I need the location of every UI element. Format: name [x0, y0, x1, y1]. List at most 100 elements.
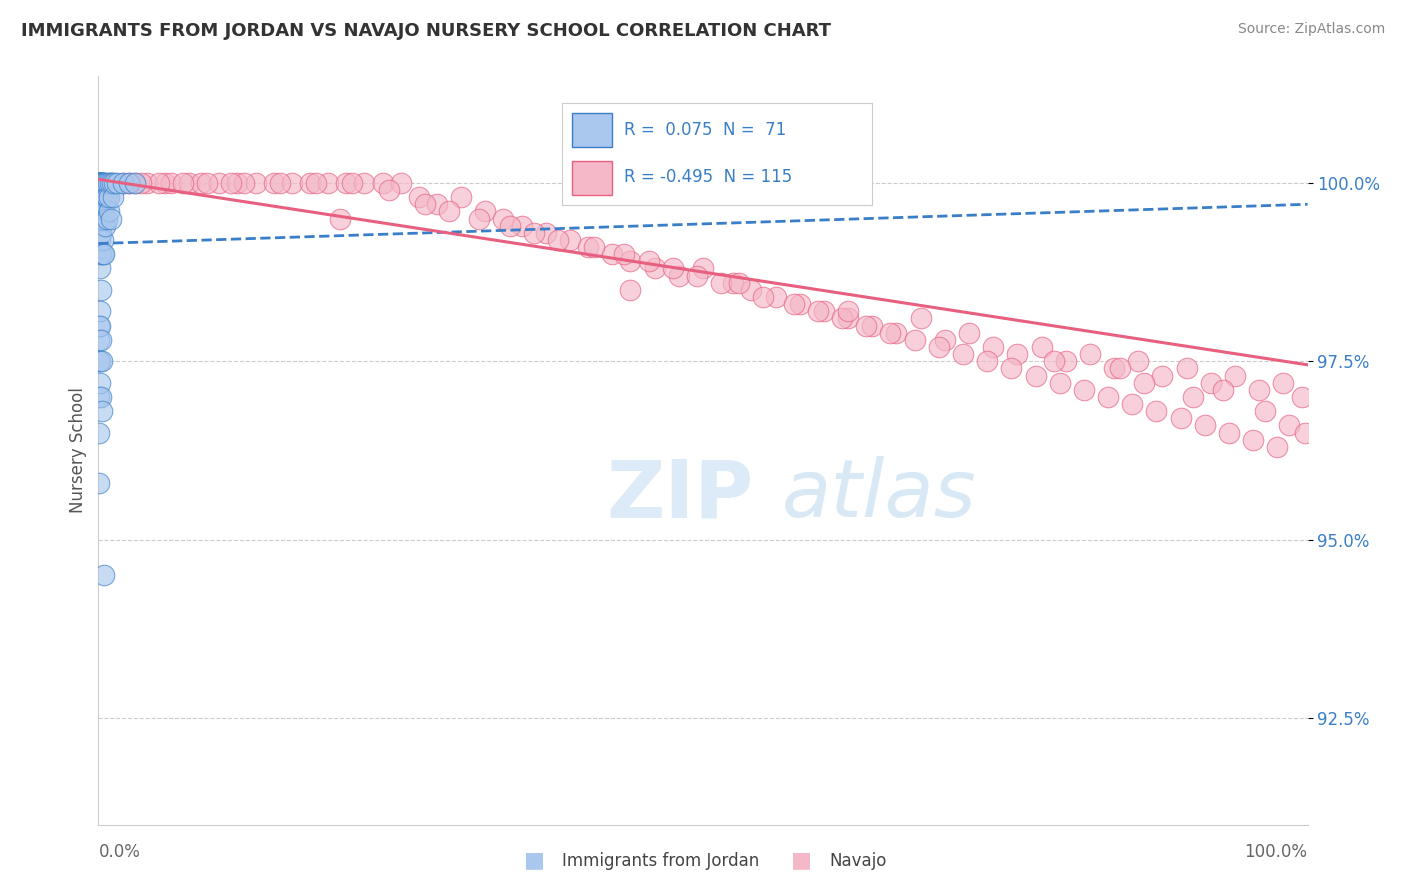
- Point: [232, 176, 254, 190]
- Point: [837, 304, 859, 318]
- Point: [789, 297, 811, 311]
- Point: [1223, 368, 1246, 383]
- Point: [118, 176, 141, 190]
- Point: [1073, 383, 1095, 397]
- Point: [371, 176, 394, 190]
- FancyBboxPatch shape: [572, 161, 612, 194]
- Point: [740, 283, 762, 297]
- Point: [172, 176, 194, 190]
- Point: [474, 204, 496, 219]
- Point: [377, 183, 399, 197]
- Point: [96, 211, 118, 226]
- Point: [576, 240, 599, 254]
- Point: [103, 176, 125, 190]
- Point: [1218, 425, 1240, 440]
- Point: [710, 276, 733, 290]
- Point: [101, 190, 124, 204]
- Point: [94, 219, 117, 233]
- Point: [89, 318, 111, 333]
- Point: [1170, 411, 1192, 425]
- Point: [644, 261, 666, 276]
- Point: [90, 247, 112, 261]
- Point: [523, 226, 546, 240]
- Point: [1272, 376, 1295, 390]
- Point: [910, 311, 932, 326]
- Point: [886, 326, 908, 340]
- Point: [87, 190, 110, 204]
- Point: [613, 247, 636, 261]
- Point: [93, 190, 115, 204]
- Point: [1267, 440, 1289, 454]
- Point: [879, 326, 901, 340]
- Point: [686, 268, 709, 283]
- Point: [87, 475, 110, 490]
- Point: [93, 247, 115, 261]
- Point: [124, 176, 146, 190]
- Point: [752, 290, 775, 304]
- Point: [89, 354, 111, 368]
- Point: [226, 176, 249, 190]
- Point: [100, 211, 122, 226]
- Point: [492, 211, 515, 226]
- Point: [87, 390, 110, 404]
- Point: [135, 176, 157, 190]
- Point: [662, 261, 685, 276]
- Point: [813, 304, 835, 318]
- Point: [269, 176, 291, 190]
- Point: [93, 568, 115, 582]
- Point: [124, 176, 146, 190]
- Text: ■: ■: [792, 850, 811, 870]
- Point: [263, 176, 285, 190]
- Point: [89, 197, 111, 211]
- Point: [90, 190, 112, 204]
- Point: [94, 190, 117, 204]
- Point: [1194, 418, 1216, 433]
- Point: [1241, 433, 1264, 447]
- Point: [91, 354, 114, 368]
- Point: [118, 176, 141, 190]
- Point: [728, 276, 751, 290]
- Point: [860, 318, 883, 333]
- Text: 100.0%: 100.0%: [1244, 843, 1308, 861]
- Point: [437, 204, 460, 219]
- Point: [952, 347, 974, 361]
- Point: [87, 354, 110, 368]
- Point: [93, 211, 115, 226]
- Point: [1249, 383, 1271, 397]
- Point: [583, 240, 606, 254]
- Point: [90, 283, 112, 297]
- Point: [389, 176, 412, 190]
- Point: [111, 176, 134, 190]
- Point: [195, 176, 218, 190]
- Point: [837, 311, 859, 326]
- Point: [90, 176, 112, 190]
- Text: 0.0%: 0.0%: [98, 843, 141, 861]
- Point: [90, 176, 112, 190]
- Point: [534, 226, 557, 240]
- Point: [190, 176, 212, 190]
- Point: [1254, 404, 1277, 418]
- Point: [221, 176, 243, 190]
- Point: [981, 340, 1004, 354]
- Point: [90, 176, 112, 190]
- Point: [1199, 376, 1222, 390]
- Point: [100, 176, 122, 190]
- Point: [97, 204, 120, 219]
- Point: [91, 247, 114, 261]
- Point: [1007, 347, 1029, 361]
- Point: [98, 190, 121, 204]
- Point: [558, 233, 581, 247]
- Point: [335, 176, 357, 190]
- FancyBboxPatch shape: [572, 113, 612, 146]
- Point: [208, 176, 231, 190]
- Point: [468, 211, 491, 226]
- Point: [100, 176, 122, 190]
- Point: [783, 297, 806, 311]
- Point: [498, 219, 520, 233]
- Point: [148, 176, 170, 190]
- Text: IMMIGRANTS FROM JORDAN VS NAVAJO NURSERY SCHOOL CORRELATION CHART: IMMIGRANTS FROM JORDAN VS NAVAJO NURSERY…: [21, 22, 831, 40]
- Point: [87, 425, 110, 440]
- Point: [1175, 361, 1198, 376]
- Point: [299, 176, 322, 190]
- Point: [1054, 354, 1077, 368]
